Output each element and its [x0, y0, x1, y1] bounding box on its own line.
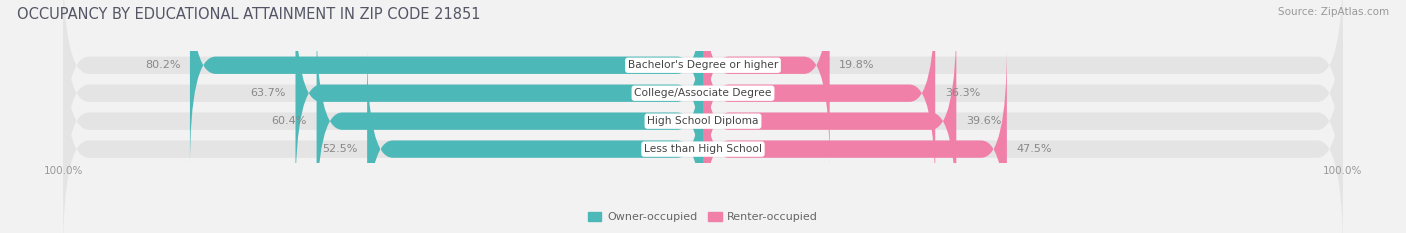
FancyBboxPatch shape: [63, 0, 1343, 168]
Legend: Owner-occupied, Renter-occupied: Owner-occupied, Renter-occupied: [583, 208, 823, 227]
Text: College/Associate Degree: College/Associate Degree: [634, 88, 772, 98]
Text: OCCUPANCY BY EDUCATIONAL ATTAINMENT IN ZIP CODE 21851: OCCUPANCY BY EDUCATIONAL ATTAINMENT IN Z…: [17, 7, 481, 22]
Text: 39.6%: 39.6%: [966, 116, 1001, 126]
Text: 47.5%: 47.5%: [1017, 144, 1052, 154]
FancyBboxPatch shape: [63, 46, 1343, 233]
Text: 60.4%: 60.4%: [271, 116, 307, 126]
FancyBboxPatch shape: [63, 18, 1343, 224]
FancyBboxPatch shape: [703, 46, 1007, 233]
Text: High School Diploma: High School Diploma: [647, 116, 759, 126]
Text: Source: ZipAtlas.com: Source: ZipAtlas.com: [1278, 7, 1389, 17]
FancyBboxPatch shape: [703, 18, 956, 224]
FancyBboxPatch shape: [190, 0, 703, 168]
Text: 36.3%: 36.3%: [945, 88, 980, 98]
FancyBboxPatch shape: [295, 0, 703, 196]
FancyBboxPatch shape: [703, 0, 830, 168]
Text: 80.2%: 80.2%: [145, 60, 180, 70]
Text: 52.5%: 52.5%: [322, 144, 357, 154]
FancyBboxPatch shape: [367, 46, 703, 233]
Text: Less than High School: Less than High School: [644, 144, 762, 154]
FancyBboxPatch shape: [316, 18, 703, 224]
FancyBboxPatch shape: [63, 0, 1343, 196]
Text: 19.8%: 19.8%: [839, 60, 875, 70]
FancyBboxPatch shape: [703, 0, 935, 196]
Text: 63.7%: 63.7%: [250, 88, 285, 98]
Text: Bachelor's Degree or higher: Bachelor's Degree or higher: [628, 60, 778, 70]
